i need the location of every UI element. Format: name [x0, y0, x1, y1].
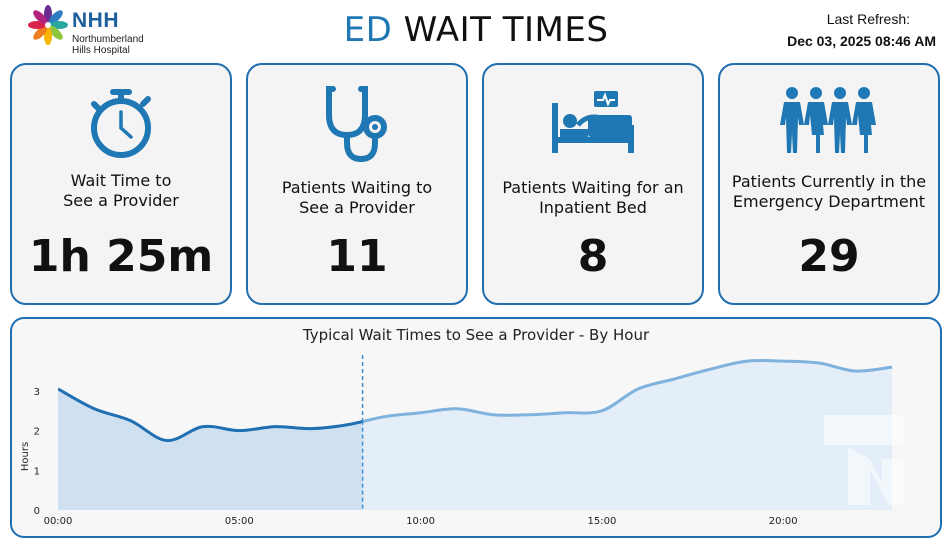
last-refresh: Last Refresh: Dec 03, 2025 08:46 AM: [787, 11, 936, 49]
page-title: ED WAIT TIMES: [0, 10, 952, 50]
y-tick-label: 2: [34, 427, 40, 438]
people-icon: [720, 85, 938, 165]
watermark-logo: [824, 415, 904, 505]
card-label: Patients Currently in the Emergency Depa…: [724, 172, 934, 212]
card-label: Patients Waiting for an Inpatient Bed: [488, 178, 698, 218]
y-axis-label: Hours: [20, 442, 31, 471]
card-label-line2: Inpatient Bed: [539, 198, 647, 217]
wait-times-chart: 00:00 05:00 10:00 15:00 20:00 0 1 2 3 Hours: [20, 355, 904, 527]
logo-text: NHH: [72, 9, 119, 32]
page-title-rest: WAIT TIMES: [403, 10, 609, 50]
last-refresh-label: Last Refresh:: [826, 11, 910, 27]
card-wait-time: Wait Time to See a Provider 1h 25m: [10, 63, 232, 305]
card-label-line2: See a Provider: [299, 198, 415, 217]
card-value: 1h 25m: [28, 231, 214, 282]
card-value: 11: [326, 231, 388, 282]
card-label-line1: Wait Time to: [70, 171, 172, 190]
series-line-past: [58, 387, 363, 443]
card-label-line2: See a Provider: [63, 191, 179, 210]
wait-times-chart-panel: Typical Wait Times to See a Provider - B…: [10, 317, 942, 538]
logo-subtitle-line2: Hills Hospital: [72, 45, 130, 56]
y-tick-label: 1: [34, 466, 40, 477]
card-label-line2: Emergency Department: [732, 192, 926, 211]
x-tick-label: 15:00: [587, 516, 616, 527]
series-line-future: [362, 358, 893, 424]
card-label-line1: Patients Currently in the: [731, 172, 927, 191]
card-patients-in-ed: Patients Currently in the Emergency Depa…: [718, 63, 940, 305]
area-future: [362, 360, 892, 510]
y-tick-label: 3: [34, 387, 40, 398]
card-label-line1: Patients Waiting to: [281, 178, 433, 197]
hospital-bed-icon: [484, 85, 702, 165]
card-patients-waiting-bed: Patients Waiting for an Inpatient Bed 8: [482, 63, 704, 305]
chart-title: Typical Wait Times to See a Provider - B…: [302, 326, 650, 344]
logo-subtitle: Northumberland Hills Hospital: [72, 34, 182, 56]
x-tick-label: 20:00: [769, 516, 798, 527]
card-label: Wait Time to See a Provider: [16, 171, 226, 211]
card-value: 29: [798, 231, 860, 282]
x-tick-label: 00:00: [44, 516, 73, 527]
stopwatch-icon: [12, 85, 230, 165]
last-refresh-value: Dec 03, 2025 08:46 AM: [787, 33, 936, 49]
card-label: Patients Waiting to See a Provider: [252, 178, 462, 218]
stethoscope-icon: [248, 85, 466, 165]
card-value: 8: [577, 231, 609, 282]
y-tick-label: 0: [34, 506, 40, 517]
flower-logo-icon: [28, 5, 68, 45]
hospital-logo[interactable]: NHH Northumberland Hills Hospital: [28, 5, 168, 59]
card-label-line1: Patients Waiting for an: [502, 178, 684, 197]
x-tick-label: 05:00: [225, 516, 254, 527]
x-tick-label: 10:00: [406, 516, 435, 527]
logo-subtitle-line1: Northumberland: [72, 34, 144, 45]
card-patients-waiting-provider: Patients Waiting to See a Provider 11: [246, 63, 468, 305]
area-past: [58, 388, 363, 510]
page-title-accent: ED: [343, 10, 393, 50]
